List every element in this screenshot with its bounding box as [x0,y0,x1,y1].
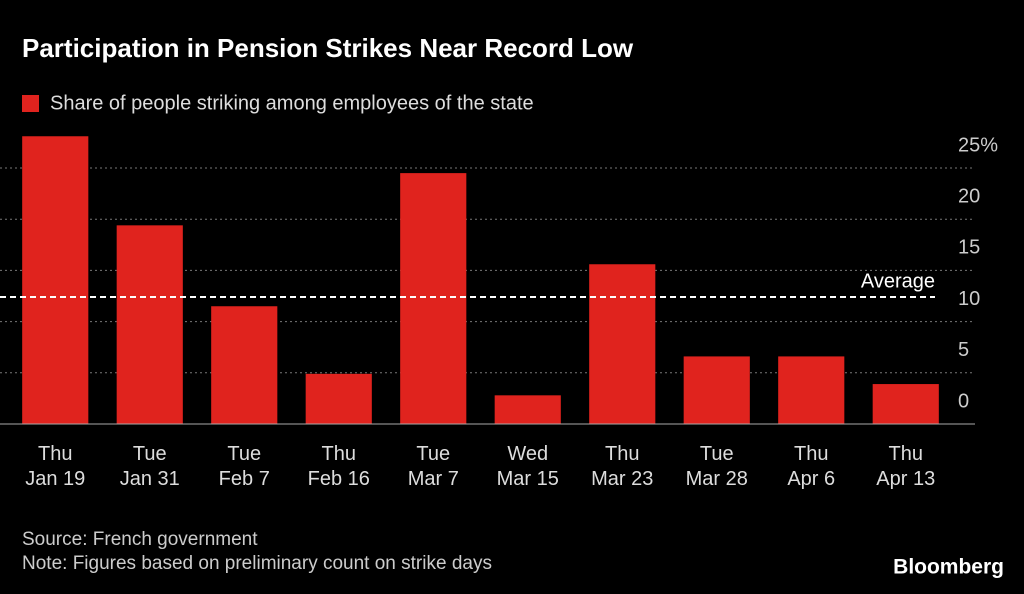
average-label: Average [861,270,935,292]
legend-label: Share of people striking among employees… [50,92,534,114]
bar [872,384,939,424]
note: Note: Figures based on preliminary count… [22,553,492,574]
chart-title: Participation in Pension Strikes Near Re… [22,33,634,63]
x-tick-label: Tue Feb 7 [218,443,270,490]
bar [494,395,561,424]
x-tick-label: Thu Apr 6 [787,443,836,490]
x-tick-label: Tue Mar 28 [685,443,748,490]
y-tick-label: 20 [958,185,980,207]
x-tick-label: Tue Jan 31 [119,443,180,490]
x-tick-label: Thu Apr 13 [876,443,936,490]
bar [400,173,467,424]
x-tick-label: Thu Jan 19 [25,443,86,490]
y-tick-label: 15 [958,237,980,259]
y-tick-label: 25% [958,134,998,156]
bar [116,225,183,424]
x-tick-label: Thu Feb 16 [307,443,370,490]
bar [305,373,372,424]
x-tick-label: Wed Mar 15 [496,443,559,490]
bar [589,264,656,424]
y-tick-label: 10 [958,288,980,310]
x-tick-label: Thu Mar 23 [591,443,654,490]
y-tick-label: 0 [958,390,969,412]
brand: Bloomberg [893,556,1004,579]
bar [211,306,278,424]
legend-swatch [22,95,39,112]
bar [778,356,845,424]
source: Source: French government [22,529,258,550]
bar [683,356,750,424]
x-tick-label: Tue Mar 7 [407,443,459,490]
bar [22,136,89,425]
y-tick-label: 5 [958,339,969,361]
